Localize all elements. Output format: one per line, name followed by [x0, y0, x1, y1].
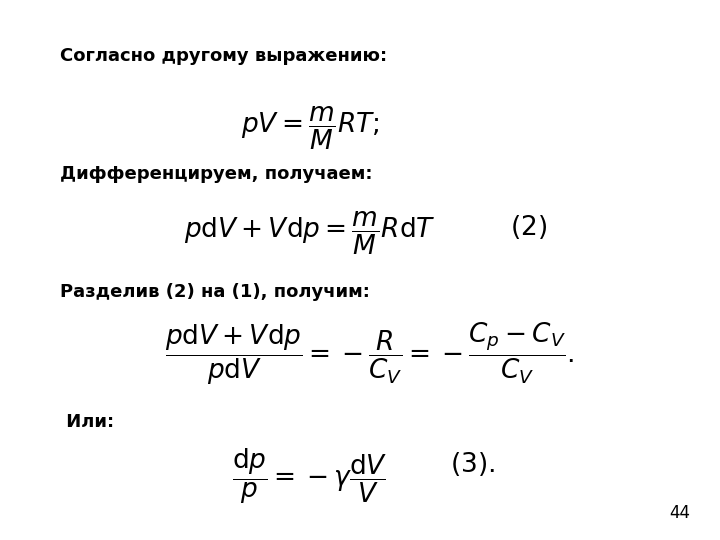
Text: Согласно другому выражению:: Согласно другому выражению: [60, 47, 387, 65]
Text: $\dfrac{\mathit{p}\mathrm{d}\mathit{V} + \mathit{V}\mathrm{d}\mathit{p}}{\mathit: $\dfrac{\mathit{p}\mathrm{d}\mathit{V} +… [166, 320, 575, 387]
Text: $\dfrac{\mathrm{d}\mathit{p}}{\mathit{p}} = -\gamma\dfrac{\mathrm{d}\mathit{V}}{: $\dfrac{\mathrm{d}\mathit{p}}{\mathit{p}… [233, 447, 388, 506]
Text: Или:: Или: [60, 413, 114, 431]
Text: $\mathit{p}\mathrm{d}\mathit{V} + \mathit{V}\mathrm{d}\mathit{p} = \dfrac{\mathi: $\mathit{p}\mathrm{d}\mathit{V} + \mathi… [184, 210, 436, 257]
Text: $(3).$: $(3).$ [450, 450, 495, 478]
Text: $(2)$: $(2)$ [510, 213, 547, 241]
Text: $\mathbf{\mathit{p}}\mathbf{\mathit{V}} = \dfrac{\mathbf{\mathit{m}}}{\mathbf{\m: $\mathbf{\mathit{p}}\mathbf{\mathit{V}} … [240, 105, 379, 152]
Text: Разделив (2) на (1), получим:: Разделив (2) на (1), получим: [60, 283, 370, 301]
Text: Дифференцируем, получаем:: Дифференцируем, получаем: [60, 165, 372, 183]
Text: 44: 44 [669, 504, 690, 522]
